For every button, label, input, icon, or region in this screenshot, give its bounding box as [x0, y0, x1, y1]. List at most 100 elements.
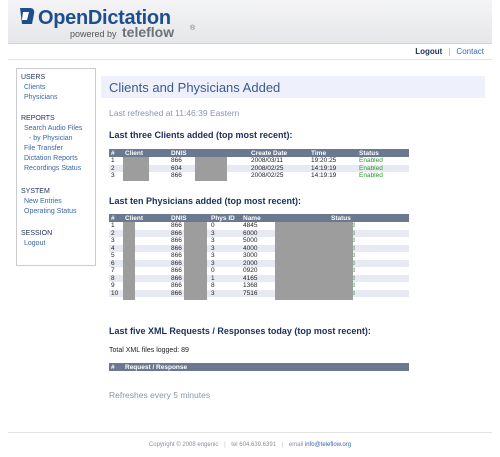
page: OpenDictation powered by teleflow ® Logo… — [8, 0, 492, 457]
table-row: 3 866 2008/02/25 14:19:19 Enabled — [109, 172, 409, 180]
xml-total: Total XML files logged: 89 — [109, 347, 189, 354]
redaction-block — [275, 222, 353, 300]
teleflow-brand: teleflow — [122, 24, 175, 40]
table-cell: 4 — [109, 244, 123, 252]
col-header: Create Date — [249, 149, 309, 157]
redaction-block — [123, 157, 149, 181]
sidebar-heading-reports: REPORTS — [21, 115, 55, 122]
powered-by-label: powered by — [70, 29, 117, 39]
table-cell: 4845 — [243, 222, 258, 230]
table-row: 8SS86614165Enabled — [109, 274, 409, 282]
physicians-table: # Client DNIS Phys ID Name Status 1C8660… — [109, 214, 409, 297]
clients-table: # Client DNIS Create Date Time Status 1 8… — [109, 149, 409, 180]
table-cell: 866 — [171, 282, 182, 290]
table-cell: 7 — [111, 267, 115, 275]
sidebar: USERS Clients Physicians REPORTS Search … — [16, 68, 96, 266]
table-cell: 8 — [109, 274, 123, 282]
table-cell: 3 — [209, 289, 241, 297]
table-cell: 3000 — [243, 252, 258, 260]
table-cell: 1 — [209, 274, 241, 282]
col-header: DNIS — [169, 214, 209, 222]
table-cell: 3 — [211, 237, 215, 245]
table-cell: 0 — [211, 222, 215, 230]
table-cell: 9 — [111, 282, 115, 290]
sidebar-heading-users: USERS — [21, 74, 46, 81]
table-cell: 866 — [171, 237, 182, 245]
table-cell: 2008/03/11 — [251, 157, 284, 165]
table-cell: 0920 — [243, 267, 258, 275]
table-cell: 866 — [171, 252, 182, 260]
table-row: 1C86604845Enabled — [109, 222, 409, 230]
table-cell: 8 — [211, 282, 215, 290]
sidebar-item-logout[interactable]: Logout — [24, 240, 46, 247]
table-cell: 2008/02/25 — [251, 172, 284, 180]
table-cell: 0 — [211, 267, 215, 275]
col-header: Status — [329, 214, 409, 222]
table-cell: 866 — [171, 267, 182, 275]
table-cell: 5 — [111, 252, 115, 260]
sidebar-item-recordings-status[interactable]: Recordings Status — [24, 165, 82, 172]
col-header: Request / Response — [123, 363, 409, 371]
sidebar-heading-system: SYSTEM — [21, 188, 50, 195]
table-cell: 866 — [171, 157, 182, 165]
table-cell: 2008/02/25 — [249, 164, 309, 172]
table-cell: 14:19:19 — [311, 172, 337, 180]
redaction-block — [123, 222, 135, 300]
table-cell: 19:20:25 — [311, 157, 337, 165]
table-cell: Enabled — [359, 172, 383, 180]
table-row: 2SC86636000Enabled — [109, 229, 409, 237]
table-cell: 2 — [109, 164, 123, 172]
contact-link[interactable]: Contact — [456, 47, 484, 56]
table-cell: 3 — [209, 244, 241, 252]
title-bar: Clients and Physicians Added — [101, 76, 485, 98]
nav-separator: | — [448, 47, 451, 56]
table-cell: 10 — [109, 289, 123, 297]
table-cell: 1368 — [243, 282, 258, 290]
sidebar-heading-session: SESSION — [21, 230, 53, 237]
col-header: # — [109, 214, 123, 222]
table-row: 5SC86633000Enabled — [109, 252, 409, 260]
col-header: DNIS — [169, 149, 249, 157]
table-row: 9SC86681368Enabled — [109, 282, 409, 290]
table-cell: 14:19:19 — [309, 164, 357, 172]
footer-tel: tel 604.639.6391 — [231, 442, 277, 448]
table-row: 4SC86634000Enabled — [109, 244, 409, 252]
top-logout-link[interactable]: Logout — [415, 47, 443, 56]
footer-email-link[interactable]: info@teleflow.org — [304, 442, 352, 448]
sidebar-item-operating-status[interactable]: Operating Status — [24, 208, 77, 215]
sidebar-item-search-audio[interactable]: Search Audio Files — [24, 125, 83, 132]
sidebar-item-by-physician[interactable]: - by Physician — [29, 135, 73, 142]
header: OpenDictation powered by teleflow ® — [8, 0, 492, 44]
table-row: 6SC86632000Enabled — [109, 259, 409, 267]
table-cell: 866 — [171, 222, 182, 230]
sidebar-item-dictation-reports[interactable]: Dictation Reports — [24, 155, 78, 162]
page-title: Clients and Physicians Added — [109, 80, 281, 95]
last-refreshed: Last refreshed at 11:46:39 Eastern — [109, 108, 240, 118]
table-row: 3SC86635000Enabled — [109, 237, 409, 245]
sidebar-item-new-entries[interactable]: New Entries — [24, 198, 62, 205]
table-cell: 1 — [111, 157, 115, 165]
sidebar-item-clients[interactable]: Clients — [24, 84, 46, 91]
table-cell: 2 — [109, 229, 123, 237]
table-cell: 3 — [209, 229, 241, 237]
footer-email-label: email — [288, 442, 304, 448]
table-cell: 866 — [171, 172, 182, 180]
col-header: Name — [241, 214, 329, 222]
table-cell: 1 — [111, 222, 115, 230]
table-row: 10CC86637516Enabled — [109, 289, 409, 297]
table-cell: 6 — [109, 259, 123, 267]
sidebar-item-file-transfer[interactable]: File Transfer — [24, 145, 63, 152]
xml-heading: Last five XML Requests / Responses today… — [109, 326, 371, 336]
table-row: 2 604 2008/02/25 14:19:19 Enabled — [109, 164, 409, 172]
clients-heading: Last three Clients added (top most recen… — [109, 130, 293, 140]
table-header-row: # Client DNIS Phys ID Name Status — [109, 214, 409, 222]
col-header: # — [109, 363, 123, 371]
table-cell: 5000 — [243, 237, 258, 245]
xml-table: # Request / Response — [109, 363, 409, 371]
table-header-row: # Request / Response — [109, 363, 409, 371]
table-cell: 3 — [111, 172, 115, 180]
redaction-block — [195, 157, 227, 181]
table-cell: 3 — [211, 252, 215, 260]
sidebar-item-physicians[interactable]: Physicians — [24, 94, 58, 101]
col-header: Status — [357, 149, 409, 157]
